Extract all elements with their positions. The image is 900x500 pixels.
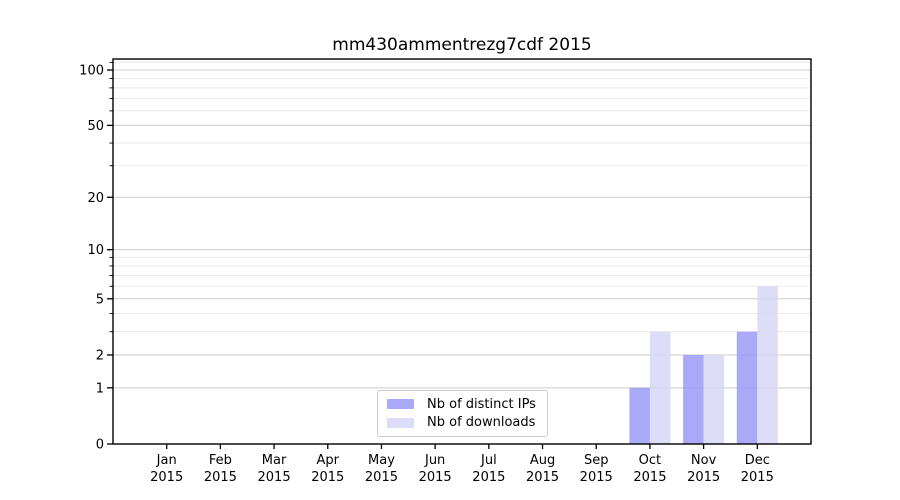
x-tick-label-month: Feb [209, 453, 232, 468]
y-tick-label: 10 [87, 243, 104, 258]
bar-dec-downloads [757, 286, 778, 444]
x-tick-label-month: Jan [156, 453, 177, 468]
x-tick-label-month: Mar [262, 453, 287, 468]
x-tick-label-year: 2015 [472, 470, 505, 485]
x-tick-label-month: Aug [530, 453, 555, 468]
x-tick-label-month: Apr [317, 453, 340, 468]
x-tick-label-month: May [368, 453, 395, 468]
x-tick-label-year: 2015 [150, 470, 183, 485]
bar-oct-downloads [649, 331, 671, 444]
x-tick-label-year: 2015 [365, 470, 398, 485]
x-tick-label-year: 2015 [311, 470, 344, 485]
x-tick-label-month: Jun [424, 453, 445, 468]
y-tick-label: 100 [79, 64, 104, 79]
x-tick-label-year: 2015 [204, 470, 237, 485]
x-tick-label-year: 2015 [258, 470, 291, 485]
y-tick-label: 2 [96, 348, 104, 363]
legend-label-distinct-ips: Nb of distinct IPs [427, 396, 536, 412]
x-tick-label-month: Nov [691, 453, 717, 468]
bar-dec-distinct-ips [736, 331, 758, 444]
legend-swatch-distinct-ips-icon [387, 399, 414, 410]
chart-title: mm430ammentrezg7cdf 2015 [332, 35, 592, 55]
x-tick-label-year: 2015 [633, 470, 666, 485]
x-tick-label-month: Sep [584, 453, 609, 468]
x-tick-label-year: 2015 [526, 470, 559, 485]
bar-nov-distinct-ips [683, 354, 704, 444]
x-tick-label-year: 2015 [580, 470, 613, 485]
legend-label-downloads: Nb of downloads [427, 415, 536, 431]
y-tick-label: 50 [87, 119, 104, 134]
x-tick-label-year: 2015 [419, 470, 452, 485]
y-tick-label: 1 [96, 381, 104, 396]
x-tick-label-year: 2015 [741, 470, 774, 485]
x-tick-label-month: Oct [639, 453, 661, 468]
bar-oct-distinct-ips [629, 387, 650, 444]
y-tick-label: 0 [96, 438, 104, 453]
x-tick-label-month: Dec [745, 453, 770, 468]
plot-frame [112, 58, 812, 445]
x-tick-label-month: Jul [480, 453, 497, 468]
legend-item-distinct-ips: Nb of distinct IPs [378, 397, 547, 412]
legend: Nb of distinct IPs Nb of downloads [377, 390, 548, 437]
y-tick-label: 5 [96, 292, 104, 307]
y-tick-label: 20 [87, 191, 104, 206]
legend-item-downloads: Nb of downloads [378, 415, 547, 430]
legend-swatch-downloads-icon [387, 417, 414, 428]
bar-nov-downloads [703, 354, 725, 444]
x-tick-label-year: 2015 [687, 470, 720, 485]
